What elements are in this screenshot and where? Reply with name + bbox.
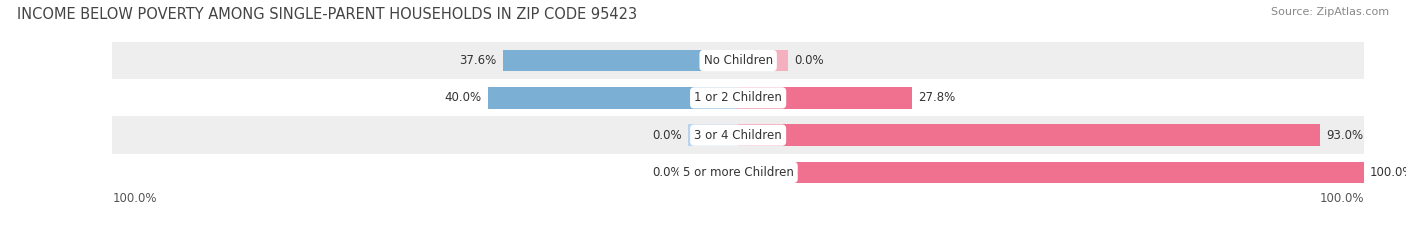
Text: 5 or more Children: 5 or more Children <box>683 166 793 179</box>
Bar <box>112 42 1364 79</box>
Text: INCOME BELOW POVERTY AMONG SINGLE-PARENT HOUSEHOLDS IN ZIP CODE 95423: INCOME BELOW POVERTY AMONG SINGLE-PARENT… <box>17 7 637 22</box>
Text: Source: ZipAtlas.com: Source: ZipAtlas.com <box>1271 7 1389 17</box>
Text: 100.0%: 100.0% <box>1369 166 1406 179</box>
Bar <box>688 162 738 183</box>
Text: 37.6%: 37.6% <box>460 54 496 67</box>
Text: 0.0%: 0.0% <box>652 166 682 179</box>
Text: 3 or 4 Children: 3 or 4 Children <box>695 129 782 142</box>
Bar <box>112 116 1364 154</box>
Text: 27.8%: 27.8% <box>918 91 956 104</box>
Bar <box>738 162 1364 183</box>
Text: 40.0%: 40.0% <box>444 91 482 104</box>
Text: 93.0%: 93.0% <box>1326 129 1364 142</box>
Text: No Children: No Children <box>703 54 773 67</box>
Bar <box>738 50 789 71</box>
Text: 1 or 2 Children: 1 or 2 Children <box>695 91 782 104</box>
Text: 0.0%: 0.0% <box>794 54 824 67</box>
Bar <box>503 50 738 71</box>
Bar <box>738 87 912 109</box>
Text: 0.0%: 0.0% <box>652 129 682 142</box>
Bar <box>112 79 1364 116</box>
Bar <box>688 124 738 146</box>
Bar <box>488 87 738 109</box>
Text: 100.0%: 100.0% <box>1319 192 1364 205</box>
Bar <box>112 154 1364 191</box>
Text: 100.0%: 100.0% <box>112 192 157 205</box>
Bar <box>738 124 1320 146</box>
